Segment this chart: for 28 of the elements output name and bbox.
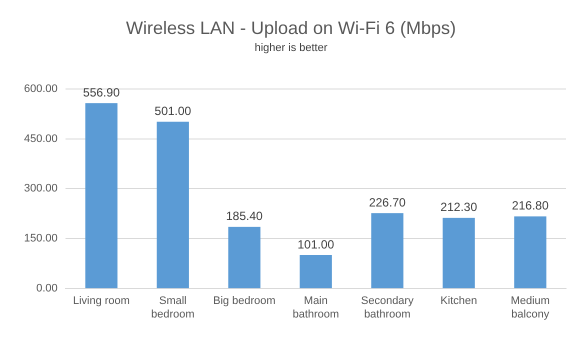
x-tick-label: Main bathroom [292, 295, 340, 320]
chart-title: Wireless LAN - Upload on Wi-Fi 6 (Mbps) [126, 18, 456, 38]
text: 226.70 [368, 195, 406, 210]
text: 212.30 [440, 200, 478, 214]
bar [371, 213, 404, 288]
bar [228, 226, 260, 288]
x-tick-label: Medium balcony [510, 295, 550, 320]
x-tick-label: Small bedroom [151, 295, 195, 320]
bar [300, 254, 332, 288]
bar [442, 218, 475, 288]
text: 185.40 [226, 209, 263, 224]
text: 556.90 [83, 85, 120, 100]
bar [85, 103, 118, 288]
x-tick-label: Kitchen [440, 295, 478, 308]
y-tick-label: 300.00 [24, 182, 58, 195]
text: 216.80 [512, 198, 549, 213]
x-tick-label: Living room [72, 295, 130, 308]
y-tick-label: 450.00 [24, 132, 58, 145]
y-tick-label: 600.00 [24, 82, 58, 95]
text: 101.00 [297, 237, 334, 252]
chart-subtitle: higher is better [254, 42, 328, 54]
x-tick-label: Big bedroom [213, 295, 276, 308]
bar [156, 122, 189, 288]
bar [514, 216, 546, 288]
x-tick-label: Secondary bathroom [361, 295, 414, 320]
y-tick-label: 0.00 [36, 282, 58, 295]
text: 501.00 [154, 104, 192, 118]
y-tick-label: 150.00 [24, 232, 58, 245]
